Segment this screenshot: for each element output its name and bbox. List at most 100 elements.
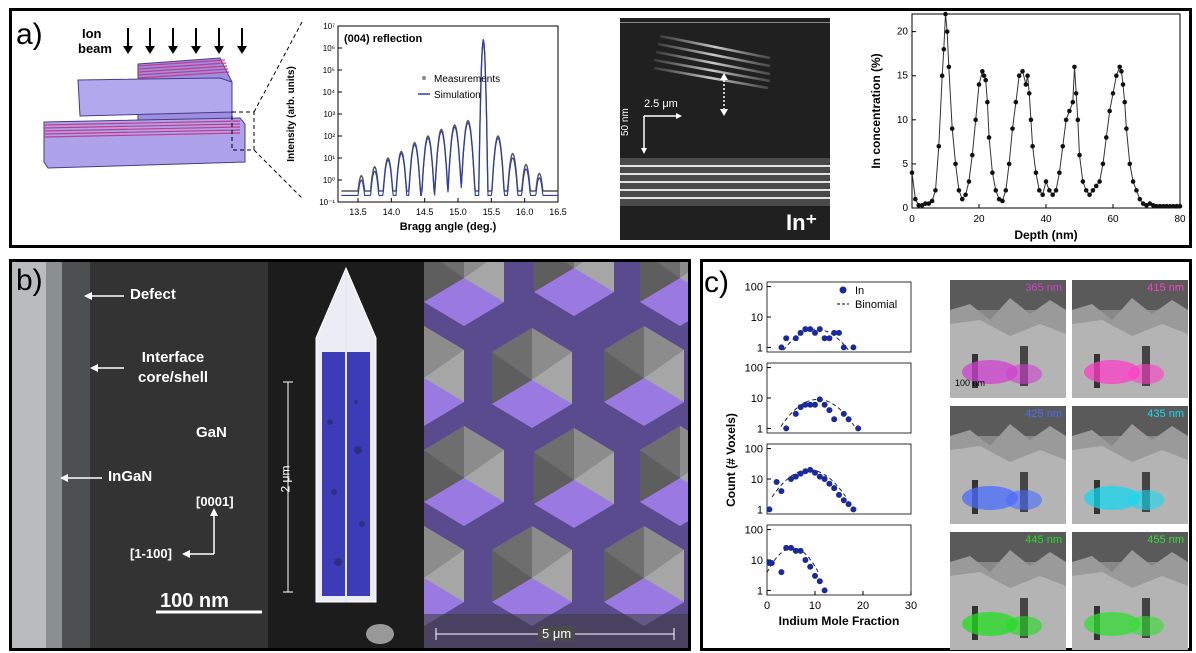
profile-point bbox=[1028, 117, 1034, 123]
profile-point bbox=[1090, 188, 1096, 193]
hist-point bbox=[792, 547, 799, 554]
cl-wavelength-label: 425 nm bbox=[1025, 408, 1062, 420]
hist-point bbox=[826, 480, 833, 487]
xrd-xtick-label: 16.5 bbox=[549, 207, 567, 217]
profile-point bbox=[1171, 203, 1176, 209]
profile-point bbox=[1157, 203, 1163, 209]
cl-image-grid: 365 nm 415 nm 425 nm 435 nm 445 nm 455 nm bbox=[950, 280, 1190, 650]
profile-point bbox=[923, 201, 928, 206]
hist-point bbox=[778, 569, 785, 576]
hist-point bbox=[831, 329, 838, 336]
profile-point bbox=[1075, 117, 1081, 123]
profile-point bbox=[1107, 108, 1112, 114]
hist-point bbox=[807, 466, 814, 473]
profile-point bbox=[953, 161, 958, 167]
hist-point bbox=[812, 469, 818, 476]
nanowire-scale-label: 2 μm bbox=[278, 465, 293, 493]
in-concentration-chart: 0 20 40 60 80 0 5 10 15 20 Depth (nm) In concentrat… bbox=[869, 11, 1186, 242]
hist-point bbox=[792, 335, 799, 342]
profile-point bbox=[1000, 198, 1005, 204]
hist-point bbox=[802, 326, 809, 333]
xrd-ytick-label: 10⁷ bbox=[323, 22, 335, 31]
xrd-series-1 bbox=[341, 39, 558, 196]
profile-point bbox=[1043, 179, 1049, 184]
hist-ytick-label: 10 bbox=[751, 555, 763, 567]
profile-point bbox=[1167, 203, 1173, 209]
hist-point bbox=[845, 416, 852, 423]
profile-point bbox=[1053, 188, 1059, 193]
xrd-title: (004) reflection bbox=[344, 33, 423, 45]
hist-point bbox=[788, 544, 794, 551]
hist-point bbox=[783, 544, 790, 551]
xrd-ytick-label: 10³ bbox=[323, 110, 335, 119]
profile-point bbox=[1067, 108, 1072, 114]
xrd-xtick-label: 15.5 bbox=[483, 207, 501, 217]
profile-point bbox=[993, 188, 999, 193]
hist-point bbox=[831, 416, 838, 423]
profile-point bbox=[1160, 203, 1166, 209]
direction-1-100: [1-100] bbox=[130, 546, 172, 561]
profile-point bbox=[1104, 135, 1109, 140]
profile-point bbox=[1174, 203, 1179, 209]
hist-point bbox=[802, 557, 809, 563]
hist-legend-binomial: Binomial bbox=[855, 299, 897, 311]
profile-point bbox=[956, 188, 962, 193]
profile-point bbox=[1057, 170, 1062, 176]
hist-ytick-label: 100 bbox=[745, 282, 763, 294]
nanowire-image: 2 μm bbox=[268, 262, 424, 648]
profile-point bbox=[966, 179, 972, 184]
hist-point bbox=[797, 329, 804, 336]
profile-point bbox=[1037, 188, 1042, 193]
profile-point bbox=[1047, 188, 1052, 193]
hist-point bbox=[768, 559, 775, 566]
xrd-ytick-label: 10¹ bbox=[323, 154, 335, 163]
profile-point bbox=[1060, 143, 1066, 149]
interface-label: Interface core/shell bbox=[138, 349, 209, 386]
profile-ytick-label: 5 bbox=[902, 159, 908, 170]
xrd-xtick-label: 15.0 bbox=[449, 207, 467, 217]
profile-point bbox=[1087, 192, 1092, 198]
hist-point bbox=[797, 470, 804, 477]
xrd-ytick-label: 10⁰ bbox=[323, 176, 335, 185]
cl-image-3: 435 nm bbox=[1072, 406, 1188, 524]
profile-point bbox=[983, 77, 988, 83]
profile-point bbox=[1026, 91, 1032, 96]
profile-ytick-label: 10 bbox=[897, 115, 909, 126]
xrd-ytick-label: 10⁶ bbox=[323, 44, 335, 53]
profile-point bbox=[1137, 196, 1143, 202]
cl-histograms: 1 10 100 In Binomial 1 10 100 1 10 100 1 10 100 0 10 20 3… bbox=[724, 282, 917, 628]
core-shell-tem-image: b) Defect Interface core/shell GaN InGaN… bbox=[12, 262, 268, 648]
hist-point bbox=[836, 491, 842, 498]
hist-point bbox=[812, 401, 818, 408]
hist-point bbox=[840, 497, 847, 504]
xrd-chart: (004) reflection 13.5 14.0 14.5 15.0 15.5 16.0… bbox=[286, 22, 567, 233]
profile-xtick-label: 40 bbox=[1040, 214, 1052, 225]
profile-point bbox=[1006, 161, 1012, 167]
tem-scale-v: 50 nm bbox=[620, 108, 631, 136]
hist-point bbox=[802, 468, 809, 475]
ion-beam-arrows bbox=[123, 28, 247, 54]
xrd-xlabel: Bragg angle (deg.) bbox=[400, 221, 497, 233]
profile-point bbox=[1124, 126, 1129, 131]
profile-point bbox=[986, 135, 992, 140]
ion-beam-label: Ion beam bbox=[78, 26, 112, 56]
hist-xlabel: Indium Mole Fraction bbox=[779, 614, 900, 628]
hist-point bbox=[783, 425, 790, 432]
hist-point bbox=[797, 547, 804, 554]
profile-point bbox=[1070, 99, 1076, 105]
profile-point bbox=[1013, 99, 1019, 105]
hist-point bbox=[797, 404, 804, 411]
profile-point bbox=[1127, 161, 1133, 167]
profile-point bbox=[913, 196, 918, 202]
profile-xtick-label: 0 bbox=[909, 214, 915, 225]
hist-point bbox=[766, 506, 773, 513]
xrd-ytick-label: 10⁴ bbox=[323, 88, 336, 97]
cl-image-2: 425 nm bbox=[950, 406, 1066, 524]
ingan-label: InGaN bbox=[108, 468, 153, 485]
profile-point bbox=[1122, 99, 1128, 105]
hist-point bbox=[816, 473, 823, 480]
hist-ylabel: Count (# Voxels) bbox=[724, 413, 738, 507]
hist-ytick-label: 1 bbox=[757, 585, 763, 597]
hist-point bbox=[812, 572, 818, 579]
panel-b-label: b) bbox=[16, 264, 43, 297]
